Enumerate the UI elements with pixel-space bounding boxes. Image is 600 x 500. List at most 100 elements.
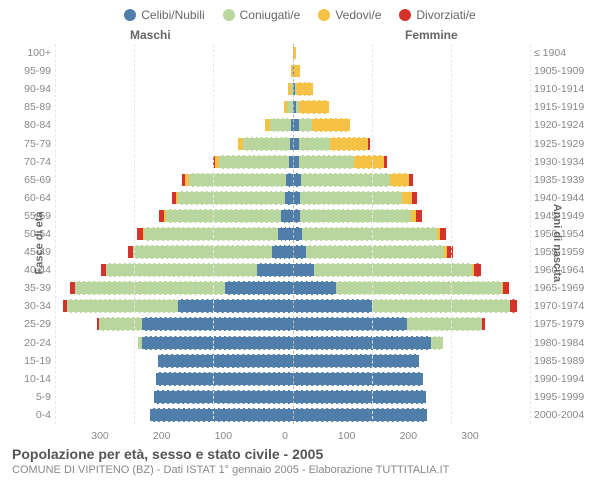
- y-tick-birth: 1970-1974: [534, 297, 590, 315]
- bar-row-female: [293, 354, 531, 368]
- segment-married: [106, 263, 256, 277]
- x-axis: 3002001000100200300: [100, 424, 470, 442]
- bar-row-male: [55, 317, 293, 331]
- grid-line: [530, 44, 531, 424]
- legend: Celibi/NubiliConiugati/eVedovi/eDivorzia…: [10, 8, 590, 22]
- bar-row-female: [293, 227, 531, 241]
- bar-row-male: [55, 281, 293, 295]
- segment-divorced: [482, 317, 484, 331]
- segment-married: [302, 227, 437, 241]
- segment-widowed: [354, 155, 384, 169]
- bar-row-male: [55, 173, 293, 187]
- bar-row-female: [293, 173, 531, 187]
- y-tick-birth: 1925-1929: [534, 134, 590, 152]
- legend-item: Vedovi/e: [318, 8, 381, 22]
- bar-row-male: [55, 137, 293, 151]
- legend-swatch: [124, 9, 136, 21]
- legend-label: Coniugati/e: [240, 8, 301, 22]
- segment-single: [293, 245, 306, 259]
- footer-title: Popolazione per età, sesso e stato civil…: [12, 446, 588, 462]
- bar-row-male: [55, 245, 293, 259]
- segment-married: [219, 155, 289, 169]
- segment-single: [142, 317, 292, 331]
- legend-item: Divorziati/e: [399, 8, 475, 22]
- segment-widowed: [402, 191, 412, 205]
- y-tick-age: 100+: [10, 44, 51, 62]
- y-tick-age: 85-89: [10, 98, 51, 116]
- population-pyramid-chart: Celibi/NubiliConiugati/eVedovi/eDivorzia…: [0, 0, 600, 500]
- segment-single: [293, 281, 337, 295]
- footer-subtitle: COMUNE DI VIPITENO (BZ) - Dati ISTAT 1° …: [12, 464, 588, 476]
- bar-row-male: [55, 118, 293, 132]
- legend-swatch: [318, 9, 330, 21]
- segment-widowed: [330, 137, 368, 151]
- segment-single: [257, 263, 293, 277]
- y-tick-age: 90-94: [10, 80, 51, 98]
- y-tick-birth: 1905-1909: [534, 62, 590, 80]
- gender-headers: Maschi Femmine: [10, 28, 590, 44]
- chart-footer: Popolazione per età, sesso e stato civil…: [10, 446, 590, 476]
- segment-divorced: [510, 299, 516, 313]
- segment-single: [293, 299, 372, 313]
- segment-single: [178, 299, 293, 313]
- segment-married: [314, 263, 472, 277]
- y-tick-age: 15-19: [10, 352, 51, 370]
- segment-single: [278, 227, 292, 241]
- y-tick-birth: 1980-1984: [534, 334, 590, 352]
- y-tick-birth: 1930-1934: [534, 153, 590, 171]
- grid-line: [372, 44, 373, 424]
- bar-row-female: [293, 390, 531, 404]
- bar-row-male: [55, 299, 293, 313]
- bar-row-female: [293, 336, 531, 350]
- segment-married: [189, 173, 286, 187]
- segment-married: [299, 137, 331, 151]
- y-tick-birth: 1920-1924: [534, 116, 590, 134]
- legend-swatch: [223, 9, 235, 21]
- bar-row-male: [55, 372, 293, 386]
- bar-row-female: [293, 155, 531, 169]
- bar-row-female: [293, 317, 531, 331]
- y-tick-age: 10-14: [10, 370, 51, 388]
- segment-divorced: [440, 227, 446, 241]
- y-tick-birth: 1915-1919: [534, 98, 590, 116]
- segment-single: [281, 209, 292, 223]
- bar-row-male: [55, 209, 293, 223]
- segment-single: [293, 408, 428, 422]
- bars-male: [55, 44, 293, 424]
- segment-divorced: [368, 137, 370, 151]
- y-tick-age: 70-74: [10, 153, 51, 171]
- y-tick-birth: 1995-1999: [534, 388, 590, 406]
- x-tick: 300: [91, 430, 109, 442]
- segment-single: [293, 372, 424, 386]
- y-tick-age: 75-79: [10, 134, 51, 152]
- segment-married: [166, 209, 282, 223]
- legend-item: Coniugati/e: [223, 8, 301, 22]
- segment-widowed: [296, 82, 313, 96]
- legend-swatch: [399, 9, 411, 21]
- center-line: [293, 44, 294, 424]
- bar-row-male: [55, 82, 293, 96]
- segment-single: [293, 390, 426, 404]
- bar-row-female: [293, 245, 531, 259]
- segment-single: [293, 191, 301, 205]
- segment-single: [293, 173, 302, 187]
- bar-row-male: [55, 227, 293, 241]
- y-tick-age: 95-99: [10, 62, 51, 80]
- bar-row-male: [55, 408, 293, 422]
- bar-row-female: [293, 82, 531, 96]
- y-tick-birth: 1910-1914: [534, 80, 590, 98]
- y-tick-birth: 1990-1994: [534, 370, 590, 388]
- y-tick-birth: 2000-2004: [534, 406, 590, 424]
- y-tick-age: 30-34: [10, 297, 51, 315]
- y-tick-birth: 1985-1989: [534, 352, 590, 370]
- segment-married: [300, 191, 401, 205]
- legend-label: Vedovi/e: [335, 8, 381, 22]
- y-tick-birth: ≤ 1904: [534, 44, 590, 62]
- x-tick: 100: [338, 430, 356, 442]
- x-tick: 200: [153, 430, 171, 442]
- segment-single: [156, 372, 292, 386]
- segment-single: [285, 191, 293, 205]
- bar-row-male: [55, 263, 293, 277]
- segment-single: [272, 245, 293, 259]
- bar-row-female: [293, 372, 531, 386]
